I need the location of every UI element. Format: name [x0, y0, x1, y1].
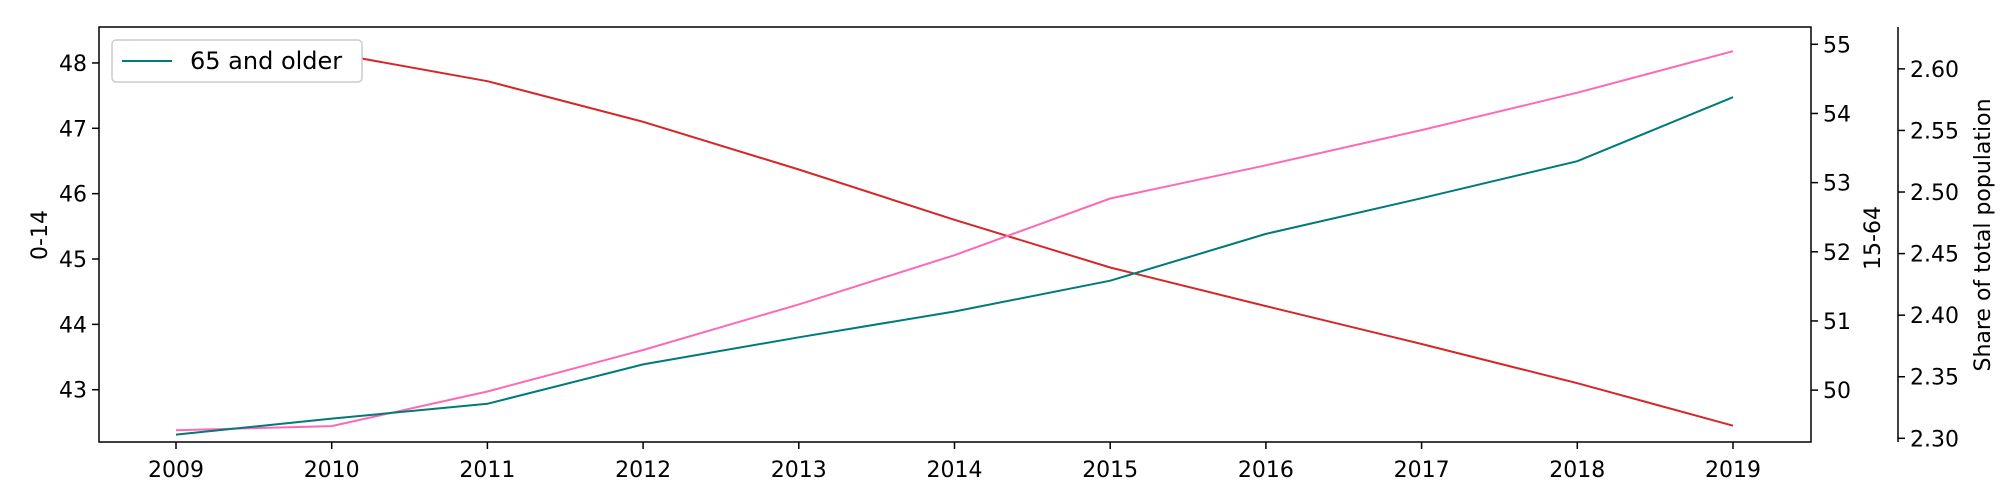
left-tick-label: 46 [59, 183, 87, 208]
far-right-tick-label: 2.50 [1910, 181, 1959, 206]
far-right-tick-label: 2.30 [1910, 427, 1959, 452]
legend-label: 65 and older [190, 47, 342, 75]
right-tick-label: 53 [1823, 172, 1851, 197]
x-tick-label: 2018 [1549, 458, 1605, 483]
far-right-tick-label: 2.55 [1910, 119, 1959, 144]
x-tick-label: 2013 [771, 458, 827, 483]
x-tick-label: 2010 [304, 458, 360, 483]
series-line-right [175, 50, 1734, 432]
ticks-layer: 2009 2010 2011 2012 2013 2014 2015 2016 2017 2018… [59, 33, 1959, 483]
far-right-axis-title: Share of total population [1971, 98, 1996, 371]
x-tick-label: 2017 [1394, 458, 1450, 483]
legend-box [111, 39, 363, 83]
right-tick-label: 54 [1823, 102, 1851, 127]
right-tick-label: 55 [1823, 33, 1851, 58]
left-tick-label: 47 [59, 117, 87, 142]
right-tick-label: 50 [1823, 379, 1851, 404]
right-tick-label: 52 [1823, 241, 1851, 266]
x-tick-label: 2016 [1238, 458, 1294, 483]
series-line-far-right [175, 96, 1734, 436]
right-tick-label: 51 [1823, 310, 1851, 335]
left-tick-label: 48 [59, 52, 87, 77]
x-tick-label: 2009 [148, 458, 204, 483]
x-tick-label: 2015 [1082, 458, 1138, 483]
far-right-tick-label: 2.60 [1910, 58, 1959, 83]
far-right-tick-label: 2.45 [1910, 243, 1959, 268]
left-tick-label: 43 [59, 379, 87, 404]
x-tick-label: 2012 [615, 458, 671, 483]
series-line-left [175, 45, 1734, 427]
left-tick-label: 45 [59, 248, 87, 273]
plot-area [98, 26, 1812, 443]
x-tick-label: 2014 [927, 458, 983, 483]
legend: 65 and older [111, 39, 363, 83]
x-tick-label: 2019 [1705, 458, 1761, 483]
right-axis-title: 15-64 [1861, 206, 1886, 270]
far-right-tick-label: 2.40 [1910, 304, 1959, 329]
left-tick-label: 44 [59, 313, 87, 338]
series-layer [175, 45, 1734, 436]
x-tick-label: 2011 [459, 458, 515, 483]
left-axis-title: 0-14 [28, 210, 53, 260]
far-right-tick-label: 2.35 [1910, 366, 1959, 391]
